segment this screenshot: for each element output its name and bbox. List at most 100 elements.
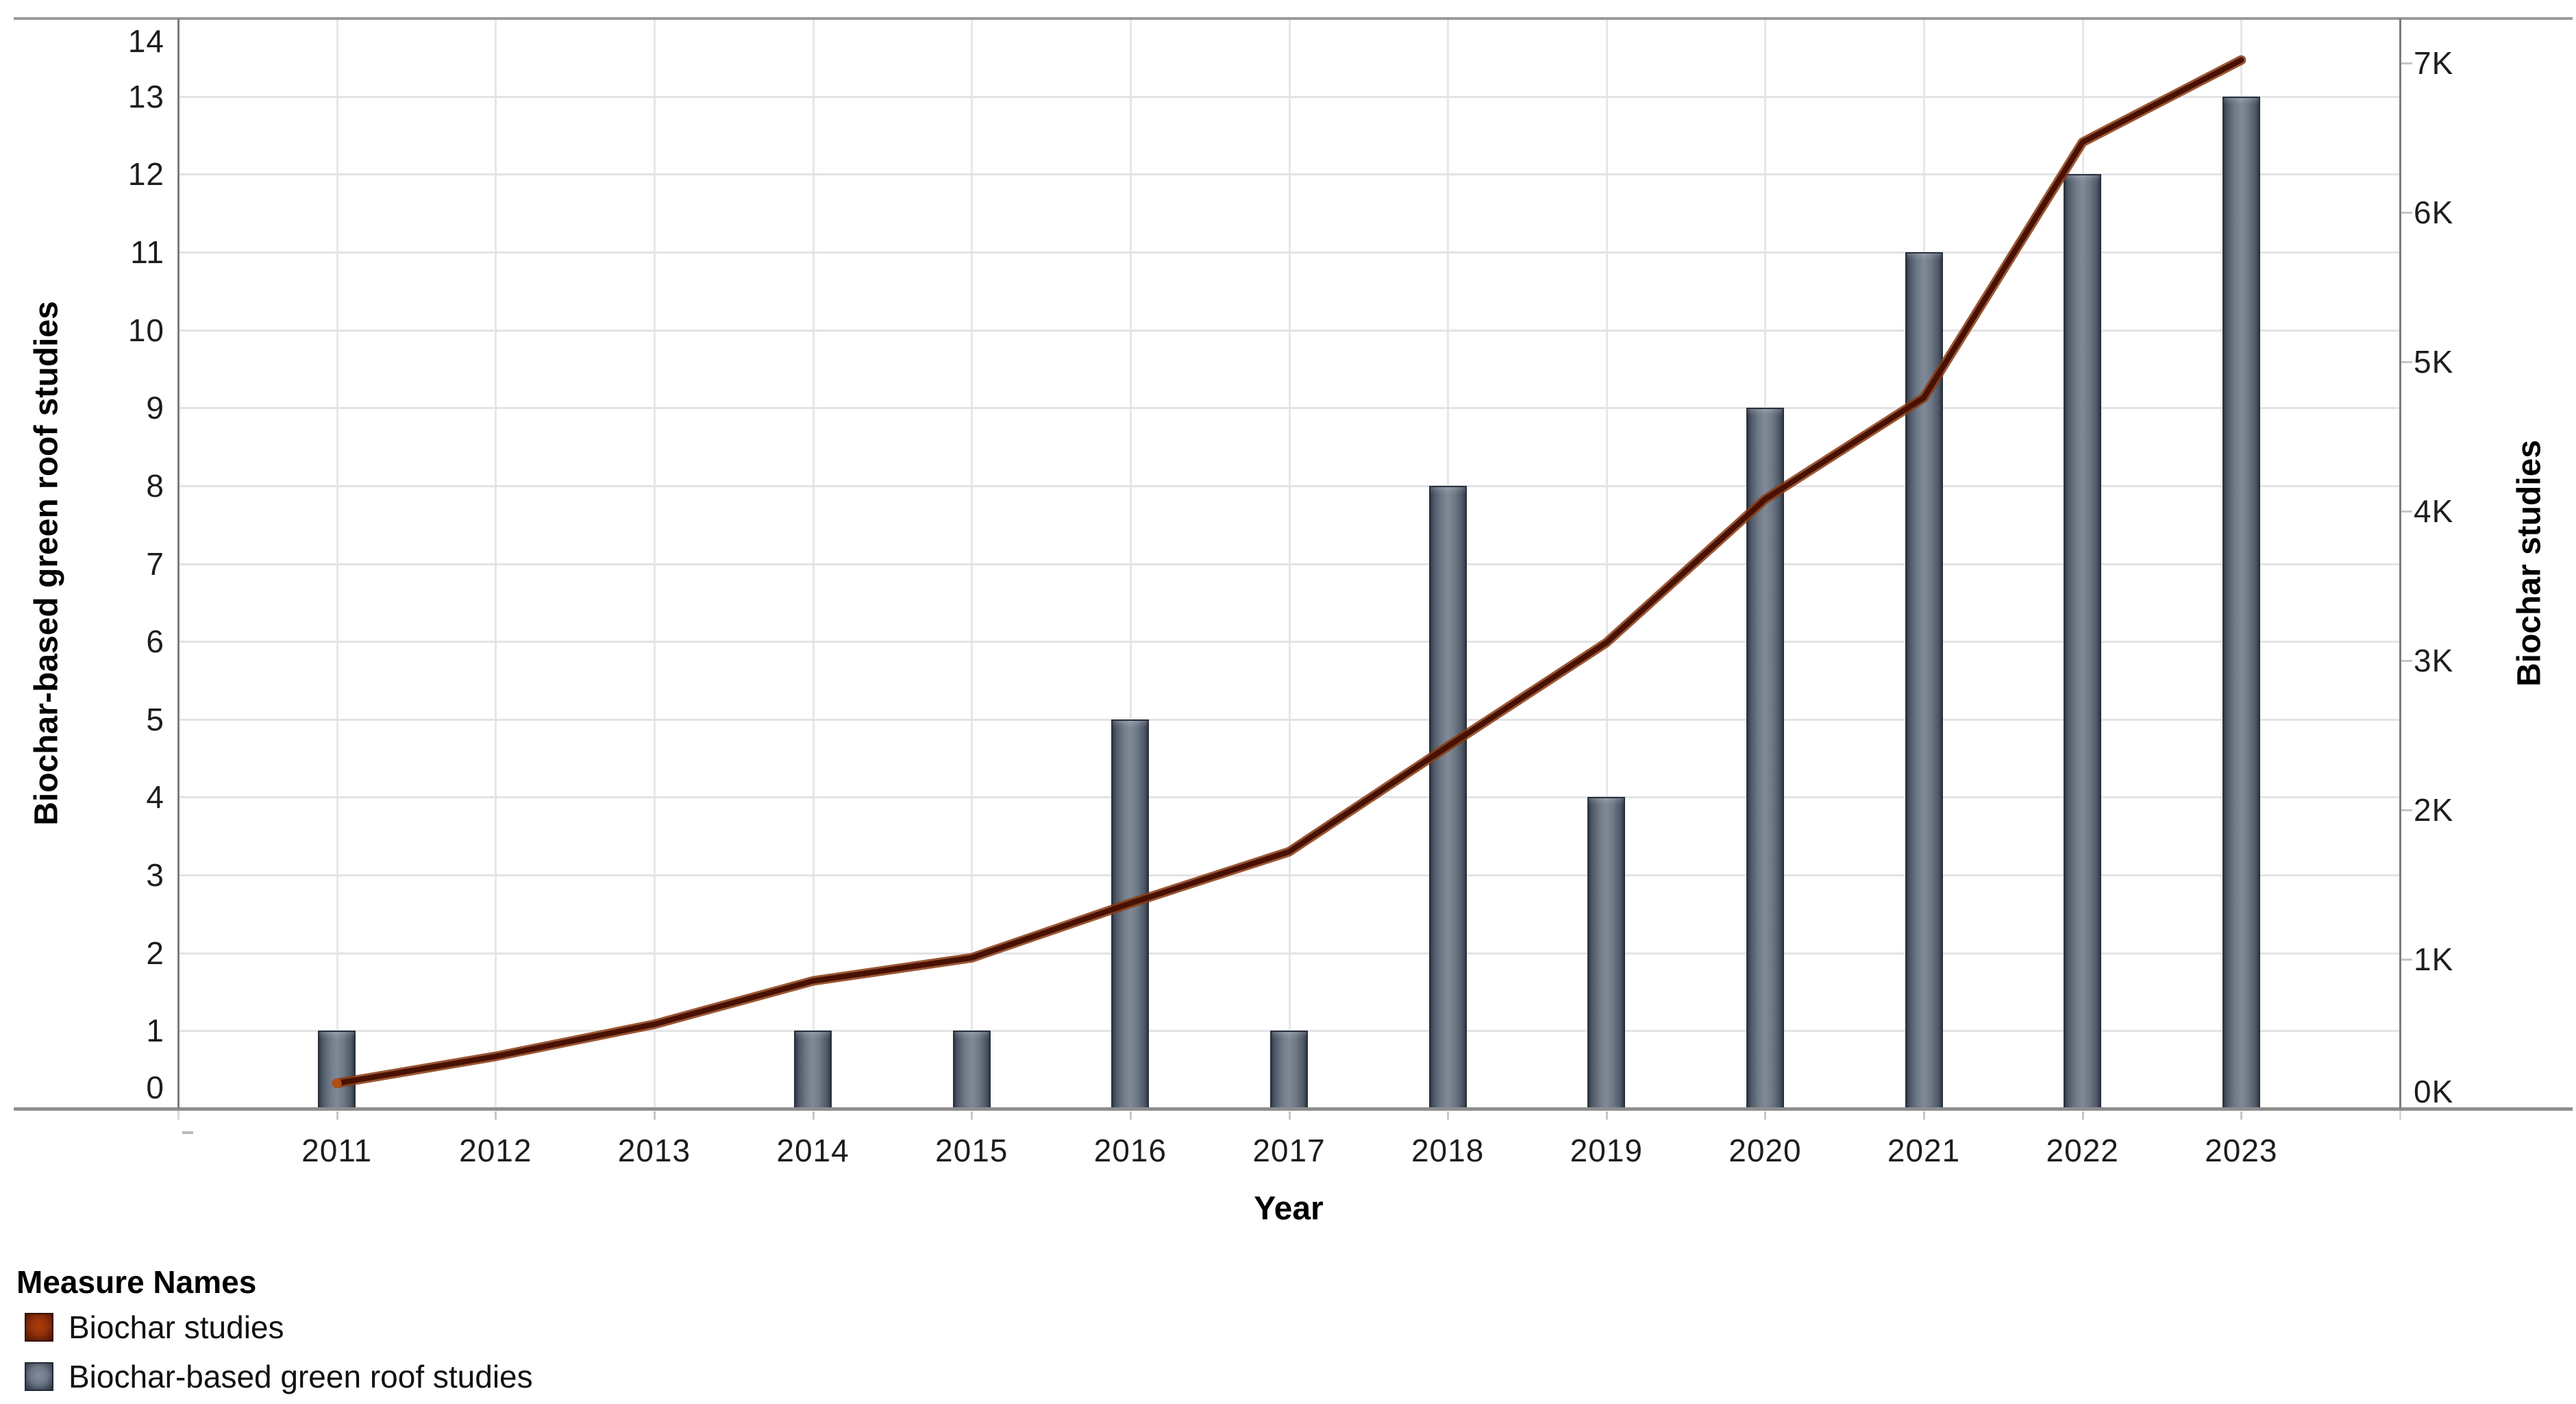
left-axis-tick-label: 0 [146, 1070, 164, 1105]
bar-2017 [1270, 1031, 1308, 1109]
bar-2020 [1746, 408, 1784, 1109]
x-axis-tick-label-2019: 2019 [1570, 1133, 1643, 1168]
horizontal-gridline [178, 641, 2400, 643]
horizontal-gridline [178, 251, 2400, 254]
horizontal-gridline [178, 952, 2400, 955]
x-axis-baseline [14, 1107, 2573, 1111]
x-axis-tick-mark [1923, 1111, 1926, 1120]
plot-area [178, 19, 2400, 1109]
horizontal-gridline [178, 95, 2400, 98]
right-axis-tick-mark [2401, 959, 2412, 961]
x-axis-tick-label-2022: 2022 [2046, 1133, 2119, 1168]
left-axis-tick-label: 4 [146, 779, 164, 815]
x-axis-tick-label-2012: 2012 [459, 1133, 532, 1168]
stray-tick-mark [182, 1131, 193, 1134]
x-axis-tick-label-2017: 2017 [1252, 1133, 1326, 1168]
left-axis-tick-label: 9 [146, 390, 164, 426]
right-axis-tick-mark [2401, 62, 2412, 64]
left-axis-tick-label: 14 [127, 23, 164, 59]
x-axis-tick-mark [2240, 1111, 2243, 1120]
horizontal-gridline [178, 874, 2400, 877]
legend-item-label: Biochar studies [69, 1309, 284, 1345]
right-axis-tick-label: 1K [2414, 941, 2454, 977]
legend-item-label: Biochar-based green roof studies [69, 1359, 533, 1394]
bar-series-swatch-icon [25, 1362, 53, 1391]
left-axis-tick-label: 7 [146, 545, 164, 582]
right-axis-tick-mark [2401, 510, 2412, 513]
right-axis-tick-mark [2401, 212, 2412, 214]
legend-title: Measure Names [16, 1264, 257, 1300]
bar-2018 [1428, 485, 1467, 1109]
horizontal-gridline [178, 718, 2400, 721]
x-axis-tick-label-2021: 2021 [1887, 1133, 1961, 1168]
horizontal-gridline [178, 329, 2400, 332]
x-axis-tick-mark [1447, 1111, 1450, 1120]
left-axis-tick-label: 11 [130, 234, 164, 270]
bar-2014 [794, 1031, 832, 1109]
bar-2023 [2222, 96, 2260, 1109]
right-axis-tick-label: 4K [2414, 493, 2454, 529]
bar-2022 [2064, 174, 2102, 1109]
x-axis-tick-label-2020: 2020 [1729, 1133, 1802, 1168]
x-axis-tick-mark [495, 1111, 497, 1120]
legend-item-biochar-studies: Biochar studies [16, 1303, 533, 1351]
right-axis-tick-mark [2401, 361, 2412, 363]
left-axis-tick-label: 5 [146, 701, 164, 737]
right-axis-tick-label: 3K [2414, 643, 2454, 678]
x-axis-tick-label-2018: 2018 [1411, 1133, 1485, 1168]
left-axis-tick-label: 10 [127, 312, 164, 348]
bar-2015 [952, 1031, 991, 1109]
biochar-studies-line-layer [332, 55, 2246, 1088]
x-axis-tick-mark [812, 1111, 815, 1120]
horizontal-gridline [178, 407, 2400, 410]
x-axis-tick-mark [971, 1111, 974, 1120]
left-axis-tick-label: 13 [127, 78, 164, 114]
x-axis-tick-mark [1288, 1111, 1291, 1120]
x-axis-tick-label-2016: 2016 [1093, 1133, 1167, 1168]
horizontal-gridline [178, 484, 2400, 487]
x-axis-tick-label-2011: 2011 [301, 1133, 373, 1168]
line-start-point [332, 1078, 342, 1088]
x-axis-tick-label-2014: 2014 [776, 1133, 850, 1168]
right-axis-tick-label: 0K [2414, 1074, 2454, 1109]
horizontal-gridline [178, 173, 2400, 176]
right-axis-stub [2399, 1111, 2401, 1120]
left-axis-tick-label: 6 [146, 624, 164, 660]
right-axis-title: Biochar studies [2511, 439, 2548, 687]
x-axis-tick-label-2013: 2013 [617, 1133, 691, 1168]
left-axis-tick-label: 2 [146, 935, 164, 971]
left-axis-tick-label: 1 [146, 1013, 164, 1049]
biochar-studies-line [334, 57, 2244, 1086]
x-axis-tick-label-2015: 2015 [935, 1133, 1008, 1168]
left-axis-tick-label: 12 [127, 156, 164, 193]
biochar-studies-line [332, 55, 2246, 1088]
right-axis-tick-label: 7K [2414, 45, 2454, 81]
bar-2016 [1111, 719, 1150, 1109]
right-axis-tick-label: 6K [2414, 195, 2454, 230]
left-axis-stub [177, 1111, 179, 1120]
x-axis-tick-mark [336, 1111, 338, 1120]
x-axis-title: Year [1254, 1190, 1324, 1227]
right-axis-tick-mark [2401, 809, 2412, 811]
left-axis-line [177, 19, 179, 1109]
legend-item-green-roof-studies: Biochar-based green roof studies [16, 1353, 533, 1401]
x-axis-tick-label-2023: 2023 [2205, 1133, 2278, 1168]
x-axis-tick-mark [1129, 1111, 1132, 1120]
left-axis-tick-label: 8 [146, 467, 164, 504]
x-axis-tick-mark [653, 1111, 656, 1120]
right-axis-line [2399, 19, 2401, 1109]
pane-top-border [14, 17, 2573, 20]
bar-2019 [1587, 797, 1626, 1109]
x-axis-tick-mark [2081, 1111, 2084, 1120]
line-series-swatch-icon [25, 1313, 53, 1342]
x-axis-tick-mark [1605, 1111, 1608, 1120]
left-axis-tick-label: 3 [146, 857, 164, 894]
right-axis-tick-label: 5K [2414, 344, 2454, 380]
legend: Measure Names Biochar studies Biochar-ba… [16, 1262, 533, 1401]
x-axis-tick-mark [1764, 1111, 1767, 1120]
horizontal-gridline [178, 796, 2400, 799]
right-axis-tick-mark [2401, 660, 2412, 662]
right-axis-tick-label: 2K [2414, 792, 2454, 828]
horizontal-gridline [178, 563, 2400, 565]
